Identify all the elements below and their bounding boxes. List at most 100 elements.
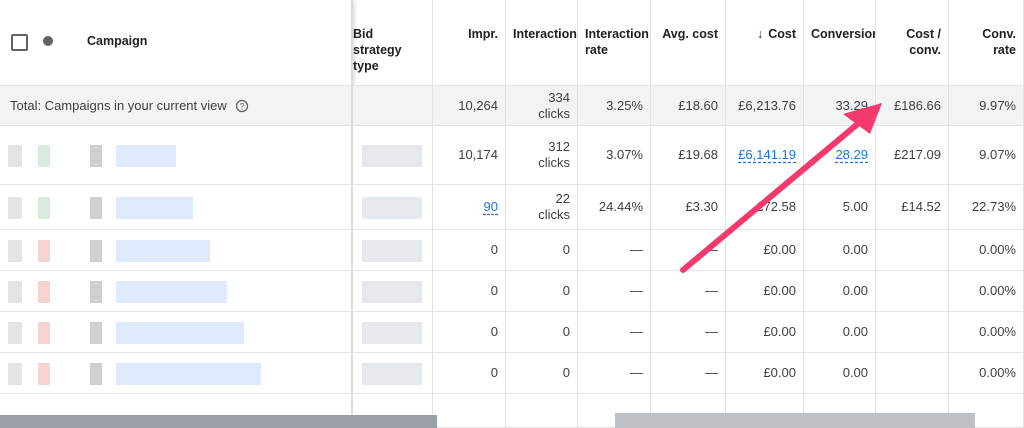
blurred-block	[90, 144, 102, 167]
header-text[interactable]: Impr.	[468, 27, 498, 41]
blurred-block	[90, 280, 102, 303]
data-cell	[433, 394, 506, 428]
cell-text: £3.30	[685, 199, 718, 214]
cell-text: 22.73%	[971, 199, 1016, 214]
data-cell: £0.00	[726, 353, 804, 394]
total-bid-cell	[353, 86, 433, 126]
column-header[interactable]: Interactions	[506, 0, 578, 86]
blurred-block	[90, 362, 102, 385]
campaign-cell[interactable]	[0, 126, 353, 185]
campaign-cell[interactable]	[0, 230, 353, 271]
column-header[interactable]: Conversions	[804, 0, 876, 86]
header-text[interactable]: Interactions	[513, 27, 578, 41]
select-all-checkbox[interactable]	[11, 34, 28, 51]
total-cell: 33.29	[804, 86, 876, 126]
data-cell	[876, 230, 949, 271]
blurred-block	[8, 144, 22, 167]
total-label-cell: Total: Campaigns in your current view ?	[0, 86, 353, 126]
header-text[interactable]: Conv. rate	[982, 27, 1016, 57]
cell-text: 312 clicks	[538, 139, 570, 170]
header-text[interactable]: Conversions	[811, 27, 875, 41]
bid-strategy-cell	[353, 126, 433, 185]
data-cell: —	[578, 271, 651, 312]
blurred-block	[116, 144, 176, 167]
cell-text: £19.68	[678, 147, 718, 162]
column-header[interactable]: Bid strategy type	[353, 0, 433, 86]
data-cell: £0.00	[726, 312, 804, 353]
campaign-cell[interactable]	[0, 271, 353, 312]
data-cell: 0.00	[804, 230, 876, 271]
total-cell: 334 clicks	[506, 86, 578, 126]
bid-strategy-cell	[353, 353, 433, 394]
header-text[interactable]: Cost	[768, 27, 796, 41]
data-cell	[876, 394, 949, 428]
header-text[interactable]: Interaction rate	[585, 27, 649, 57]
blurred-block	[362, 239, 422, 262]
total-cell: £186.66	[876, 86, 949, 126]
data-cell	[353, 394, 433, 428]
cell-text: 9.07%	[979, 147, 1016, 162]
data-cell: 0	[433, 230, 506, 271]
bid-strategy-cell	[353, 230, 433, 271]
help-icon[interactable]: ?	[235, 99, 249, 113]
header-text[interactable]: Bid strategy type	[353, 27, 402, 73]
campaign-cell[interactable]	[0, 353, 353, 394]
blurred-block	[362, 362, 422, 385]
column-header[interactable]: Campaign	[87, 34, 148, 48]
cell-text: —	[630, 365, 643, 380]
blurred-block	[38, 144, 50, 167]
cell-text: £6,213.76	[738, 97, 796, 113]
campaign-cell[interactable]	[0, 312, 353, 353]
blurred-block	[38, 239, 50, 262]
data-cell: —	[651, 230, 726, 271]
data-cell: —	[578, 312, 651, 353]
cell-text: —	[705, 283, 718, 298]
column-header[interactable]: Impr.	[433, 0, 506, 86]
cell-text: £72.58	[756, 199, 796, 214]
data-cell[interactable]: 90	[433, 185, 506, 230]
blurred-block	[362, 144, 422, 167]
cell-text: 22 clicks	[538, 191, 570, 222]
campaign-cell	[0, 394, 353, 428]
data-cell: —	[651, 271, 726, 312]
data-cell: —	[578, 230, 651, 271]
data-cell: £19.68	[651, 126, 726, 185]
column-header[interactable]: Avg. cost	[651, 0, 726, 86]
total-cell: 9.97%	[949, 86, 1024, 126]
column-header[interactable]: Interaction rate	[578, 0, 651, 86]
column-header[interactable]: Conv. rate	[949, 0, 1024, 86]
cell-text: 0.00	[842, 283, 868, 298]
cell-text: 3.07%	[606, 147, 643, 162]
blurred-block	[8, 196, 22, 219]
cell-text: 0.00	[842, 324, 868, 339]
data-cell: 24.44%	[578, 185, 651, 230]
data-cell: 0.00%	[949, 230, 1024, 271]
data-cell: —	[651, 312, 726, 353]
data-cell[interactable]: £6,141.19	[726, 126, 804, 185]
cell-text: 334 clicks	[538, 89, 570, 121]
sort-icon[interactable]: ↓	[756, 27, 764, 41]
total-cell: £18.60	[651, 86, 726, 126]
data-cell: 0	[433, 271, 506, 312]
blurred-block	[362, 280, 422, 303]
cell-text[interactable]: 28.29	[835, 147, 868, 162]
blurred-block	[362, 196, 422, 219]
cell-text[interactable]: £6,141.19	[738, 147, 796, 162]
blurred-block	[116, 362, 261, 385]
header-text[interactable]: Avg. cost	[662, 27, 718, 41]
data-cell: 0.00	[804, 312, 876, 353]
data-cell: £72.58	[726, 185, 804, 230]
data-cell: 0	[433, 312, 506, 353]
column-header[interactable]: Cost / conv.	[876, 0, 949, 86]
cell-text: 10,174	[458, 147, 498, 162]
blurred-block	[8, 321, 22, 344]
campaign-cell[interactable]	[0, 185, 353, 230]
cell-text: 0	[562, 324, 570, 339]
column-header[interactable]: ↓ Cost	[726, 0, 804, 86]
header-text[interactable]: Cost / conv.	[906, 27, 941, 57]
cell-text: 0	[490, 324, 498, 339]
cell-text: —	[630, 242, 643, 257]
data-cell[interactable]: 28.29	[804, 126, 876, 185]
bid-strategy-cell	[353, 185, 433, 230]
cell-text[interactable]: 90	[483, 199, 498, 214]
